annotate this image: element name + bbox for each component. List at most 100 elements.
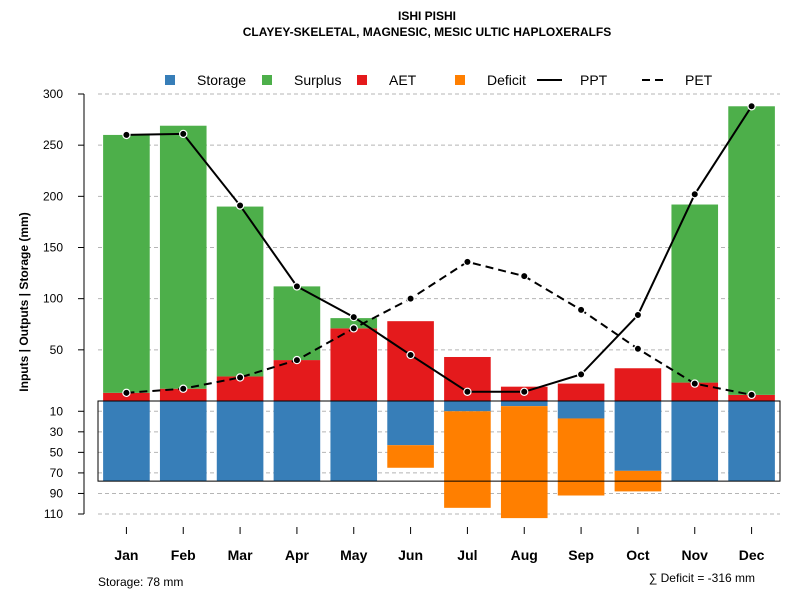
bar-aet <box>671 382 719 401</box>
ppt-point <box>292 282 302 291</box>
y-tick-label: 50 <box>50 343 64 357</box>
y-tick-label: 30 <box>50 425 64 439</box>
pet-line <box>126 260 752 396</box>
ppt-point <box>633 310 643 320</box>
pet-point <box>406 294 415 303</box>
bar-aet <box>330 328 378 401</box>
bar-storage <box>671 401 719 482</box>
bar-storage <box>500 401 548 407</box>
bar-surplus <box>273 286 321 361</box>
ppt-point <box>406 350 415 360</box>
ppt-point <box>463 387 472 396</box>
pet-point <box>463 257 472 267</box>
x-tick-label: Feb <box>171 547 196 563</box>
y-tick-label: 50 <box>50 445 64 459</box>
pet-point <box>633 344 643 354</box>
ppt-line <box>126 105 753 393</box>
bar-aet <box>159 388 207 401</box>
x-tick-label: Sep <box>568 547 594 563</box>
legend-swatch <box>357 75 367 85</box>
x-tick-label: Jun <box>398 547 423 563</box>
bar-aet <box>614 368 662 401</box>
bar-storage <box>557 401 605 419</box>
bar-surplus <box>671 204 719 383</box>
deficit-note: ∑ Deficit = -316 mm <box>649 571 755 585</box>
chart-subtitle: CLAYEY-SKELETAL, MAGNESIC, MESIC ULTIC H… <box>243 25 611 39</box>
bar-storage <box>273 401 321 482</box>
ppt-point <box>122 130 131 140</box>
bar-storage <box>387 401 434 446</box>
legend-swatch <box>165 75 175 85</box>
y-tick-label: 250 <box>43 138 63 152</box>
legend-label: Deficit <box>487 72 526 88</box>
legend-label: Surplus <box>294 72 341 88</box>
y-tick-label: 100 <box>43 292 63 306</box>
bar-deficit <box>500 406 548 519</box>
pet-point <box>690 379 699 388</box>
bar-storage <box>330 401 378 482</box>
x-tick-label: Aug <box>511 547 538 563</box>
y-tick-label: 300 <box>43 87 63 101</box>
x-tick-label: Mar <box>228 547 253 563</box>
pet-point <box>179 384 188 393</box>
bar-aet <box>557 383 605 401</box>
y-tick-label: 110 <box>44 507 63 521</box>
y-tick-label: 90 <box>50 486 64 500</box>
x-tick-label: Apr <box>285 547 310 563</box>
bar-deficit <box>557 418 605 496</box>
bar-surplus <box>330 318 378 329</box>
bar-surplus <box>728 106 775 395</box>
bar-surplus <box>216 206 264 377</box>
chart-title: ISHI PISHI <box>398 9 456 23</box>
pet-point <box>520 271 529 281</box>
ppt-point <box>690 190 699 199</box>
legend-label: AET <box>389 72 417 88</box>
pet-point <box>747 390 756 400</box>
bar-storage <box>216 401 264 482</box>
x-tick-label: Dec <box>739 547 765 563</box>
pet-point <box>292 355 302 365</box>
bars-layer <box>97 106 781 519</box>
pet-point <box>235 373 245 382</box>
legend-swatch <box>262 75 272 85</box>
bar-aet <box>273 360 321 401</box>
bar-storage <box>614 401 662 471</box>
pet-point <box>122 388 131 398</box>
axes-layer: 300 250 200 150 100 50 10 30 50 70 90 110 Jan Feb Mar A… <box>43 87 765 563</box>
y-tick-label: 70 <box>50 466 64 480</box>
bar-storage <box>159 401 207 482</box>
x-tick-label: May <box>340 547 367 563</box>
y-tick-label: 10 <box>50 404 64 418</box>
y-tick-label: 150 <box>43 241 63 255</box>
bar-storage <box>103 401 150 482</box>
storage-note: Storage: 78 mm <box>98 575 183 589</box>
x-tick-label: Oct <box>626 547 650 563</box>
y-tick-label: 200 <box>43 189 63 203</box>
grid-lines <box>98 93 780 515</box>
ppt-point <box>179 129 188 139</box>
ppt-point <box>349 312 358 322</box>
bar-deficit <box>444 411 491 508</box>
ppt-point <box>235 201 245 210</box>
bar-surplus <box>103 134 150 393</box>
bar-storage <box>444 401 491 412</box>
x-tick-label: Nov <box>682 547 709 563</box>
bar-surplus <box>159 125 207 389</box>
storage-capacity-box <box>97 400 781 482</box>
bar-storage <box>728 401 775 482</box>
ppt-point <box>576 370 586 379</box>
pet-point <box>576 305 586 315</box>
bar-aet <box>387 321 434 401</box>
legend-swatch <box>455 75 465 85</box>
x-tick-label: Jul <box>457 547 477 563</box>
x-tick-label: Jan <box>114 547 138 563</box>
ppt-point <box>520 387 529 396</box>
ppt-point <box>747 102 756 111</box>
chart-legend: Storage Surplus AET Deficit PPT PET <box>165 72 713 88</box>
pet-point <box>349 324 358 333</box>
legend-label: PET <box>685 72 713 88</box>
lines-layer <box>122 102 756 400</box>
y-axis-label: Inputs | Outputs | Storage (mm) <box>17 212 31 391</box>
bar-deficit <box>387 445 434 468</box>
